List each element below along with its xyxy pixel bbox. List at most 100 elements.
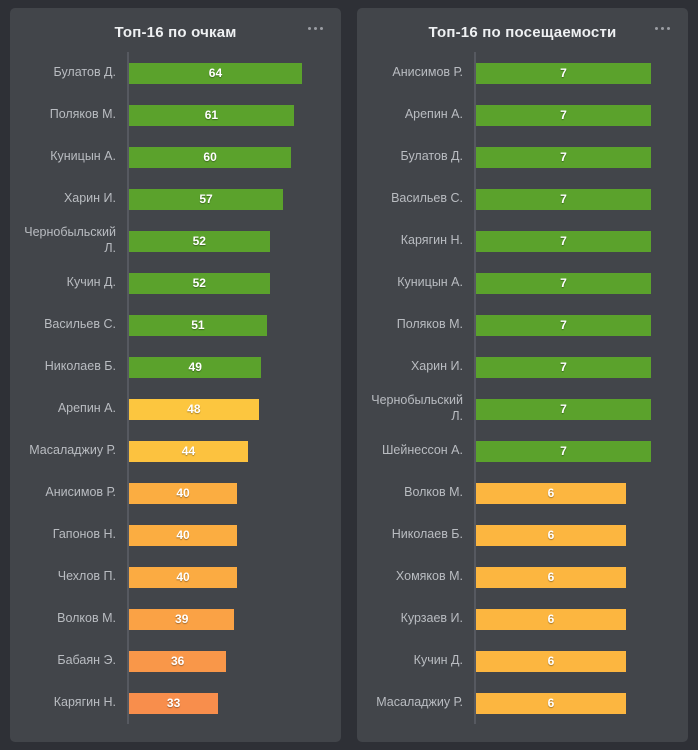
value-bar[interactable]: 36 [129, 650, 227, 672]
chart-row: Арепин А. 48 [10, 388, 341, 430]
value-bar[interactable]: 60 [129, 146, 292, 168]
bar-area: 7 [474, 388, 688, 430]
value-bar[interactable]: 57 [129, 188, 284, 210]
chart-row: Куницын А. 60 [10, 136, 341, 178]
player-name-label: Гапонов Н. [52, 527, 116, 542]
chart-row: Поляков М. 61 [10, 94, 341, 136]
value-bar[interactable]: 6 [476, 692, 626, 714]
player-name-label: Шейнессон А. [381, 443, 463, 458]
chart-row: Волков М. 6 [357, 472, 688, 514]
ellipsis-menu-icon[interactable] [305, 24, 326, 33]
attendance-bar-chart: Анисимов Р. 7 Арепин А. 7 Булатов Д. 7 В… [357, 50, 688, 724]
player-name-label: Кучин Д. [413, 653, 463, 668]
bar-area: 7 [474, 220, 688, 262]
value-bar[interactable]: 7 [476, 230, 651, 252]
value-bar[interactable]: 7 [476, 62, 651, 84]
player-name-label: Арепин А. [57, 401, 116, 416]
bar-area: 7 [474, 136, 688, 178]
value-bar[interactable]: 7 [476, 398, 651, 420]
bar-value-label: 7 [560, 192, 567, 206]
bar-area: 6 [474, 472, 688, 514]
player-name-label: Арепин А. [404, 107, 463, 122]
player-name-label: Анисимов Р. [45, 485, 116, 500]
value-bar[interactable]: 6 [476, 524, 626, 546]
bar-value-label: 6 [547, 612, 555, 626]
value-bar[interactable]: 7 [476, 440, 651, 462]
ellipsis-dot [308, 27, 311, 30]
bar-value-label: 40 [176, 570, 190, 584]
bar-area: 6 [474, 514, 688, 556]
value-bar[interactable]: 44 [129, 440, 248, 462]
value-bar[interactable]: 40 [129, 524, 238, 546]
value-bar[interactable]: 6 [476, 608, 626, 630]
player-name-label: Анисимов Р. [392, 65, 463, 80]
attendance-chart-title: Топ-16 по посещаемости [428, 23, 617, 41]
bar-value-label: 36 [170, 654, 185, 668]
player-name-label: Поляков М. [396, 317, 463, 332]
value-bar[interactable]: 61 [129, 104, 294, 126]
chart-row: Масаладжиу Р. 44 [10, 430, 341, 472]
value-bar[interactable]: 48 [129, 398, 259, 420]
value-bar[interactable]: 6 [476, 482, 626, 504]
player-name-label: Чехлов П. [57, 569, 116, 584]
value-bar[interactable]: 51 [129, 314, 267, 336]
bar-value-label: 52 [192, 276, 206, 290]
bar-value-label: 52 [192, 234, 206, 248]
bar-value-label: 6 [547, 696, 555, 710]
bar-value-label: 7 [560, 276, 567, 290]
value-bar[interactable]: 7 [476, 104, 651, 126]
value-bar[interactable]: 6 [476, 650, 626, 672]
bar-area: 6 [474, 682, 688, 724]
value-bar[interactable]: 33 [129, 692, 219, 714]
points-panel-header: Топ-16 по очкам [10, 8, 341, 50]
bar-area: 57 [127, 178, 341, 220]
chart-row: Куницын А. 7 [357, 262, 688, 304]
bar-area: 52 [127, 220, 341, 262]
value-bar[interactable]: 7 [476, 314, 651, 336]
chart-row: Булатов Д. 64 [10, 52, 341, 94]
value-bar[interactable]: 40 [129, 566, 238, 588]
value-bar[interactable]: 7 [476, 356, 651, 378]
bar-value-label: 7 [560, 150, 567, 164]
bar-value-label: 49 [188, 360, 202, 374]
value-bar[interactable]: 64 [129, 62, 302, 84]
bar-area: 61 [127, 94, 341, 136]
chart-row: Кучин Д. 52 [10, 262, 341, 304]
ellipsis-menu-icon[interactable] [652, 24, 673, 33]
player-name-label: Васильев С. [44, 317, 116, 332]
bar-area: 40 [127, 556, 341, 598]
value-bar[interactable]: 6 [476, 566, 626, 588]
value-bar[interactable]: 52 [129, 230, 270, 252]
player-name-label: Масаладжиу Р. [376, 695, 463, 710]
bar-area: 6 [474, 598, 688, 640]
ellipsis-dot [314, 27, 317, 30]
bar-area: 7 [474, 52, 688, 94]
value-bar[interactable]: 49 [129, 356, 262, 378]
points-bar-chart: Булатов Д. 64 Поляков М. 61 Куницын А. 6… [10, 50, 341, 724]
chart-row: Чехлов П. 40 [10, 556, 341, 598]
ellipsis-dot [661, 27, 664, 30]
player-name-label: Николаев Б. [391, 527, 463, 542]
value-bar[interactable]: 7 [476, 272, 651, 294]
player-name-label: Куницын А. [50, 149, 116, 164]
bar-area: 52 [127, 262, 341, 304]
value-bar[interactable]: 39 [129, 608, 235, 630]
bar-area: 7 [474, 94, 688, 136]
value-bar[interactable]: 7 [476, 146, 651, 168]
points-chart-title: Топ-16 по очкам [114, 23, 237, 41]
chart-row: Харин И. 7 [357, 346, 688, 388]
value-bar[interactable]: 40 [129, 482, 238, 504]
player-name-label: Масаладжиу Р. [29, 443, 116, 458]
attendance-chart-panel: Топ-16 по посещаемости Анисимов Р. 7 Аре… [357, 8, 688, 742]
value-bar[interactable]: 7 [476, 188, 651, 210]
value-bar[interactable]: 52 [129, 272, 270, 294]
chart-row: Гапонов Н. 40 [10, 514, 341, 556]
player-name-label: Поляков М. [49, 107, 116, 122]
player-name-label: Волков М. [404, 485, 463, 500]
chart-row: Булатов Д. 7 [357, 136, 688, 178]
chart-row: Поляков М. 7 [357, 304, 688, 346]
bar-value-label: 60 [203, 150, 217, 164]
chart-row: Анисимов Р. 7 [357, 52, 688, 94]
points-chart-panel: Топ-16 по очкам Булатов Д. 64 Поляков М.… [10, 8, 341, 742]
bar-value-label: 7 [560, 444, 567, 458]
